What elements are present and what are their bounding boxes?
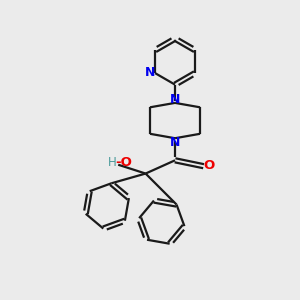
Text: O: O [203, 159, 214, 172]
Text: N: N [145, 66, 155, 79]
Text: N: N [170, 93, 180, 106]
Text: N: N [170, 136, 180, 148]
Text: -O: -O [115, 156, 132, 169]
Text: H: H [108, 156, 117, 169]
